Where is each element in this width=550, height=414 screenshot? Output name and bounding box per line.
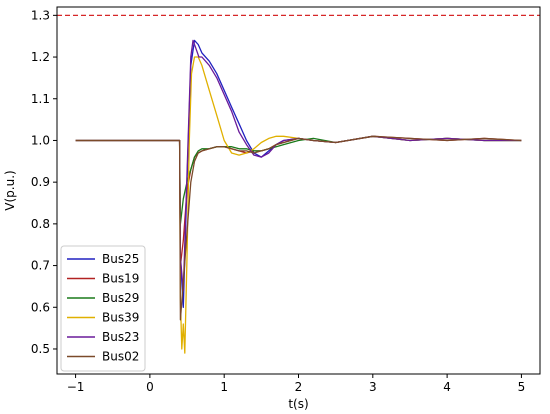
legend-label-bus39: Bus39 [102,311,139,325]
y-tick-label: 0.5 [31,342,50,356]
x-tick-label: 0 [146,380,154,394]
x-axis-label: t(s) [288,397,308,411]
legend: Bus25 Bus19 Bus29 Bus39 Bus23 Bus02 [60,245,146,372]
series-line-bus02 [75,135,522,321]
x-tick-label: 2 [295,380,303,394]
x-tick-label: −1 [67,380,85,394]
x-tick-label: 5 [518,380,526,394]
legend-label-bus19: Bus19 [102,272,139,286]
x-tick-label: 1 [220,380,228,394]
legend-label-bus29: Bus29 [102,291,139,305]
y-tick-label: 0.8 [31,217,50,231]
y-tick-label: 1.2 [31,50,50,64]
y-axis-label: V(p.u.) [3,170,17,210]
plot-area [57,14,540,354]
legend-label-bus02: Bus02 [102,350,139,364]
y-tick-label: 1.1 [31,92,50,106]
y-tick-label: 1.0 [31,133,50,147]
legend-label-bus23: Bus23 [102,330,139,344]
series-line-bus29 [75,135,522,225]
x-tick-label: 4 [443,380,451,394]
y-tick-label: 0.6 [31,300,50,314]
legend-label-bus25: Bus25 [102,252,139,266]
axes: −1 0 1 2 3 4 5 0.5 0.6 0.7 0.8 0.9 1.0 1.1 1.2 1.3 [31,6,541,394]
y-tick-label: 1.3 [31,8,50,22]
legend-box [60,245,146,372]
y-tick-label: 0.9 [31,175,50,189]
y-tick-label: 0.7 [31,259,50,273]
x-tick-label: 3 [369,380,377,394]
